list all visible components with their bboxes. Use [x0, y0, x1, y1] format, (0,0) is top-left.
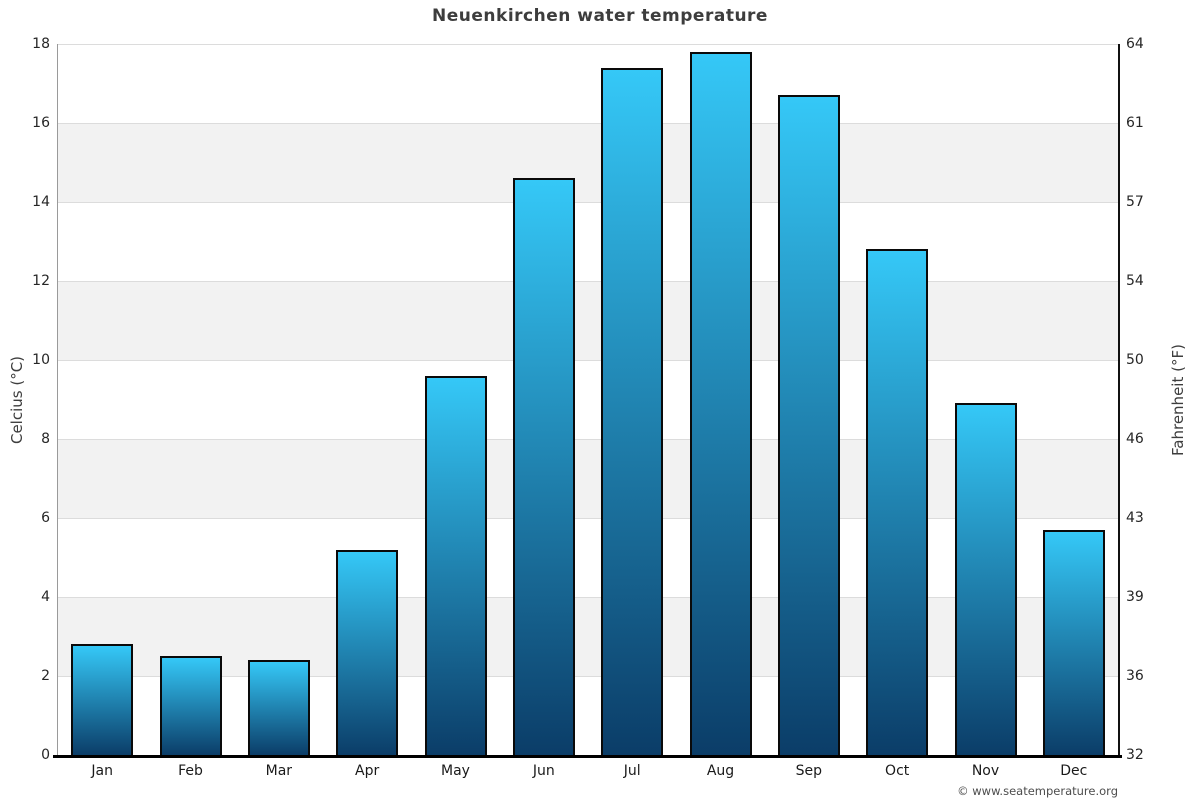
- xlabel-mar: Mar: [265, 763, 293, 779]
- bar-nov: [954, 403, 1017, 755]
- ytick-fahrenheit-32: 32: [1126, 747, 1144, 763]
- xlabel-sep: Sep: [795, 763, 823, 779]
- ytick-fahrenheit-43: 43: [1126, 510, 1144, 526]
- gridlines-layer: [58, 44, 1118, 755]
- ytick-celsius-14: 14: [32, 194, 50, 210]
- axis-line-left: [57, 44, 58, 755]
- bar-sep: [777, 95, 840, 755]
- gridline-2: [58, 676, 1118, 677]
- xlabel-jun: Jun: [532, 763, 555, 779]
- xlabel-dec: Dec: [1060, 763, 1088, 779]
- bar-jul: [601, 67, 664, 755]
- xlabel-jul: Jul: [623, 763, 641, 779]
- ytick-celsius-2: 2: [41, 668, 50, 684]
- ytick-fahrenheit-54: 54: [1126, 273, 1144, 289]
- gridline-8: [58, 439, 1118, 440]
- xlabel-oct: Oct: [885, 763, 910, 779]
- bar-jun: [512, 178, 575, 755]
- bar-feb: [159, 656, 222, 755]
- gridline-16: [58, 123, 1118, 124]
- chart-title: Neuenkirchen water temperature: [432, 6, 768, 26]
- ytick-fahrenheit-64: 64: [1126, 36, 1144, 52]
- ytick-celsius-16: 16: [32, 115, 50, 131]
- xlabel-jan: Jan: [91, 763, 113, 779]
- gridline-4: [58, 597, 1118, 598]
- axis-line-right: [1118, 44, 1120, 755]
- ytick-fahrenheit-39: 39: [1126, 589, 1144, 605]
- bar-dec: [1042, 529, 1105, 755]
- xlabel-aug: Aug: [706, 763, 735, 779]
- xlabel-may: May: [441, 763, 470, 779]
- ytick-celsius-4: 4: [41, 589, 50, 605]
- ytick-celsius-12: 12: [32, 273, 50, 289]
- gridline-6: [58, 518, 1118, 519]
- gridline-18: [58, 44, 1118, 45]
- ytick-fahrenheit-36: 36: [1126, 668, 1144, 684]
- bar-jan: [71, 644, 134, 755]
- plot-area: [58, 44, 1118, 755]
- y-axis-label-fahrenheit: Fahrenheit (°F): [1169, 344, 1187, 456]
- bar-may: [424, 375, 487, 755]
- xlabel-apr: Apr: [355, 763, 380, 779]
- ytick-fahrenheit-61: 61: [1126, 115, 1144, 131]
- xlabel-nov: Nov: [971, 763, 1000, 779]
- gridline-10: [58, 360, 1118, 361]
- bars-layer: [58, 44, 1118, 755]
- gridline-12: [58, 281, 1118, 282]
- ytick-celsius-8: 8: [41, 431, 50, 447]
- axis-line-bottom: [53, 755, 1122, 758]
- ytick-celsius-0: 0: [41, 747, 50, 763]
- bar-aug: [689, 51, 752, 755]
- ytick-celsius-6: 6: [41, 510, 50, 526]
- ytick-celsius-18: 18: [32, 36, 50, 52]
- ytick-fahrenheit-50: 50: [1126, 352, 1144, 368]
- bar-oct: [866, 249, 929, 755]
- bar-mar: [247, 660, 310, 755]
- ytick-celsius-10: 10: [32, 352, 50, 368]
- xlabel-feb: Feb: [178, 763, 203, 779]
- copyright-credit: © www.seatemperature.org: [957, 784, 1118, 798]
- gridline-14: [58, 202, 1118, 203]
- ytick-fahrenheit-46: 46: [1126, 431, 1144, 447]
- bar-apr: [336, 549, 399, 755]
- ytick-fahrenheit-57: 57: [1126, 194, 1144, 210]
